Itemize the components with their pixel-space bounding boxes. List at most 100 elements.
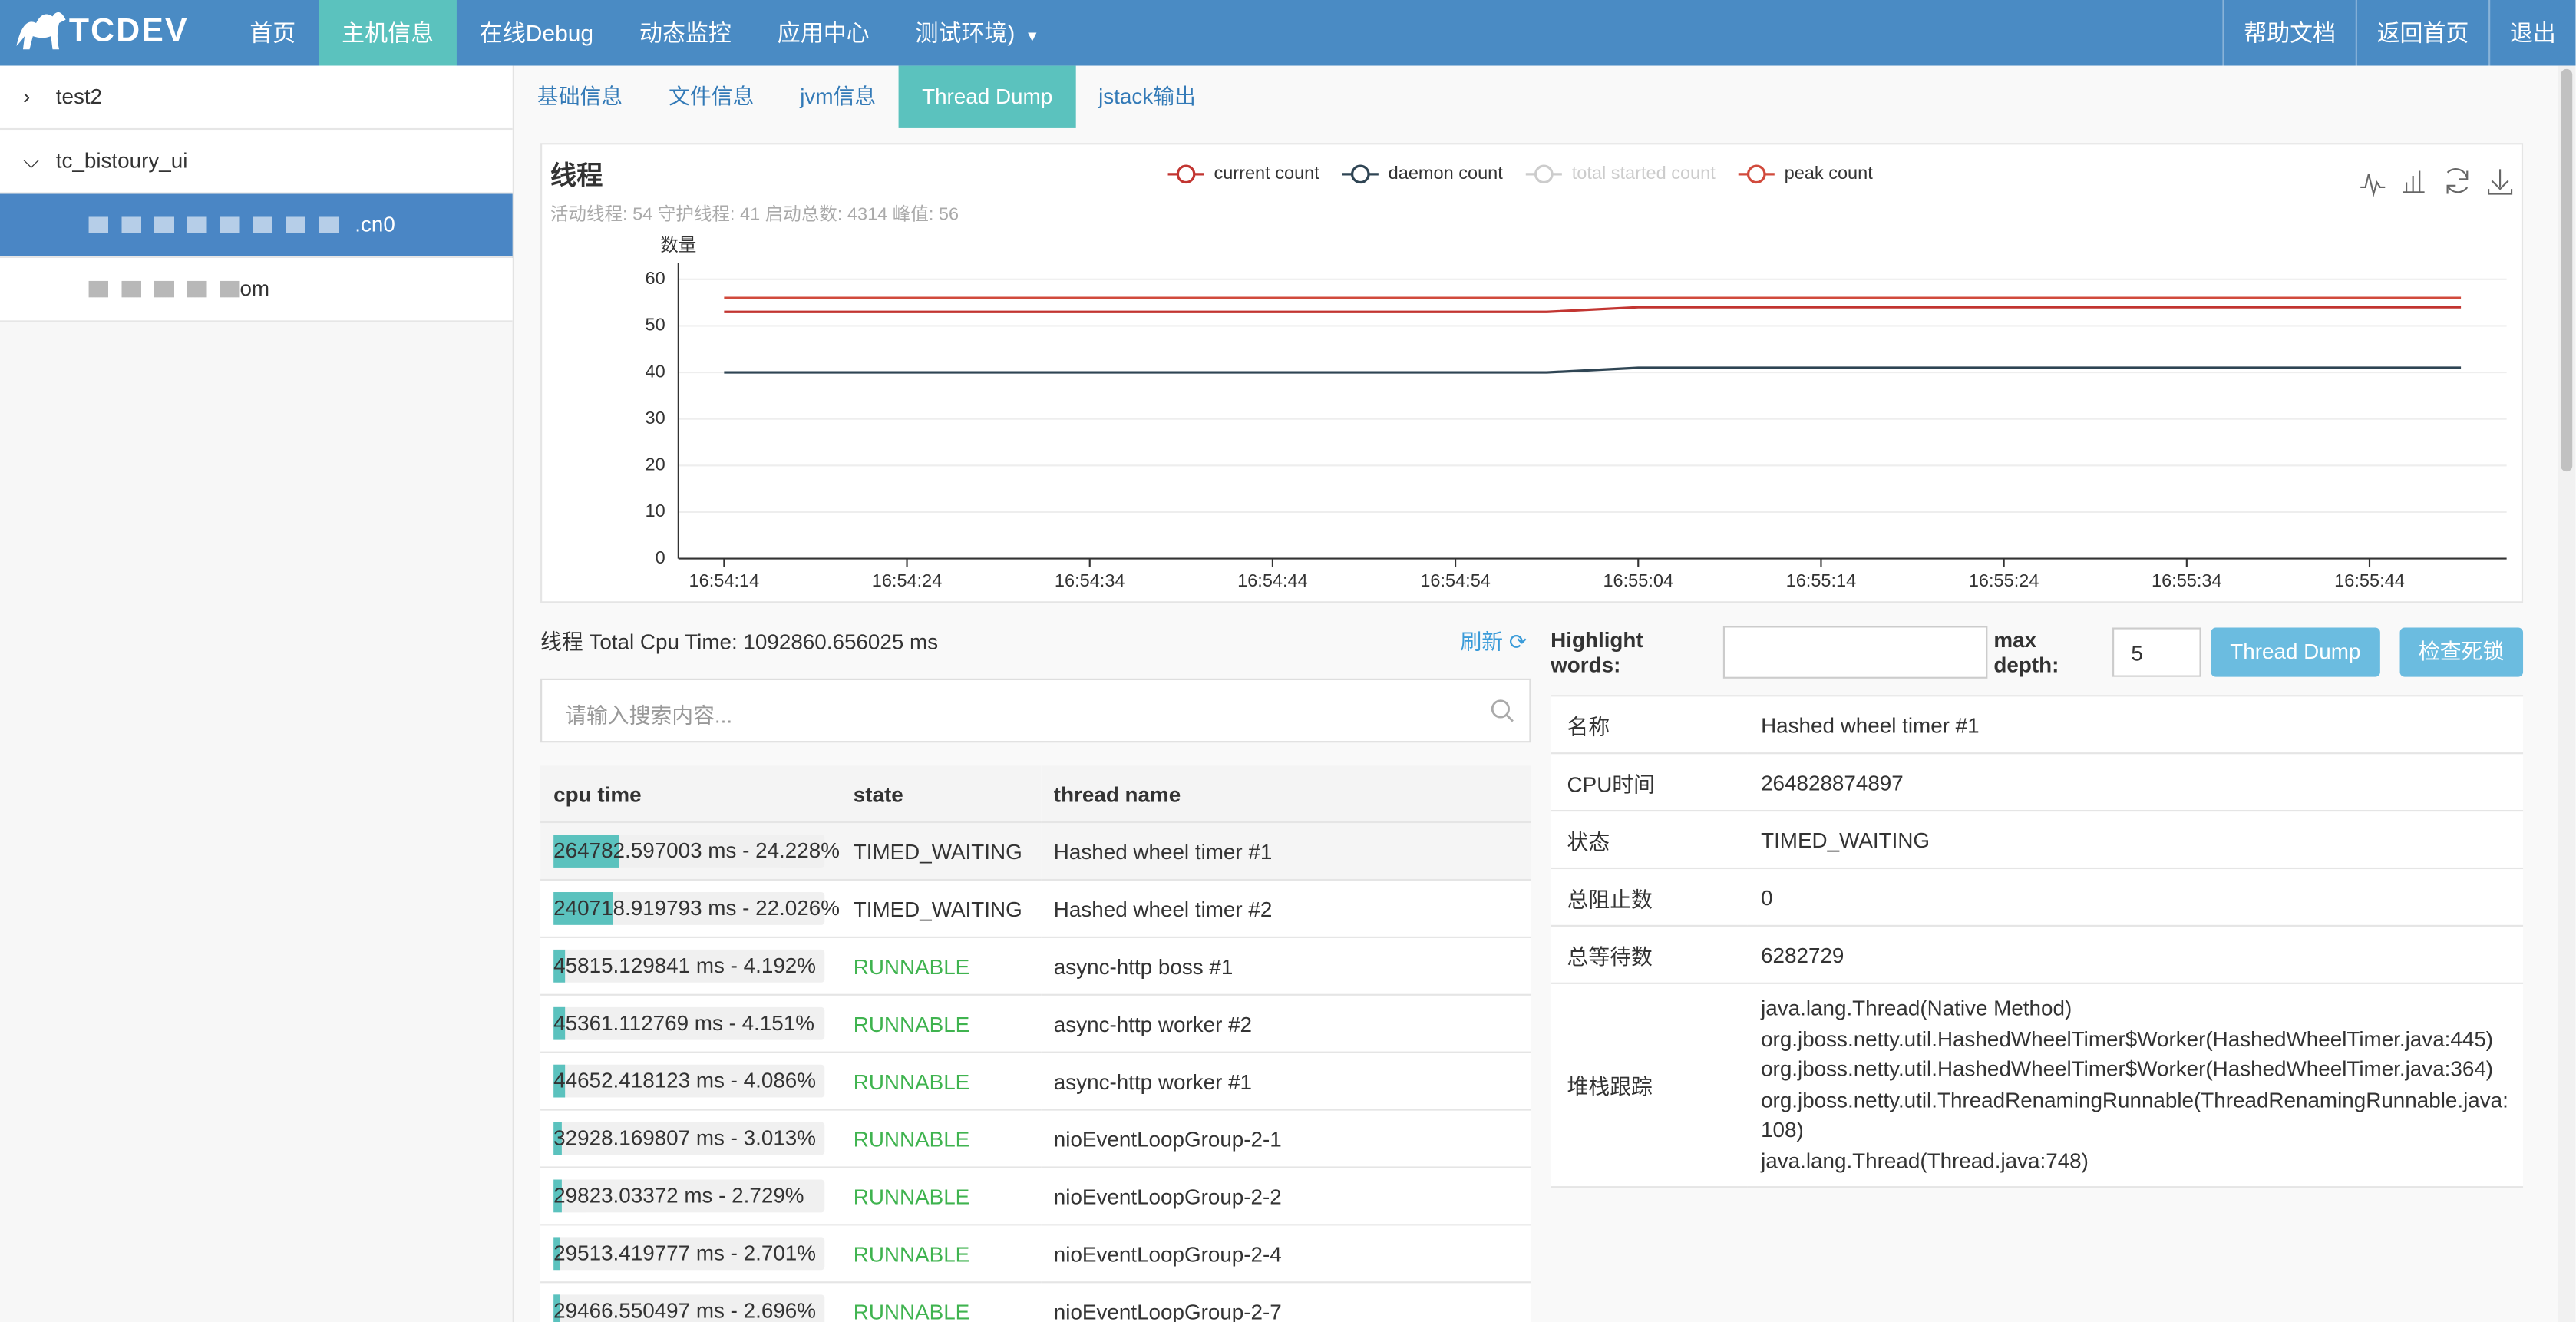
nav-item[interactable]: 首页 — [249, 19, 296, 46]
scrollbar — [2557, 65, 2576, 1322]
tab[interactable]: jstack输出 — [1098, 84, 1196, 109]
cpu-bar — [553, 949, 565, 983]
nav-link[interactable]: 帮助文档 — [2222, 0, 2355, 66]
thread-row[interactable]: 29466.550497 ms - 2.696% RUNNABLE nioEvent… — [540, 1282, 1531, 1322]
tab[interactable]: jvm信息 — [800, 84, 877, 109]
search-box[interactable]: 请输入搜索内容... — [540, 678, 1531, 743]
tabs: 基础信息 文件信息 jvm信息 Thread Dump jstack输出 — [514, 65, 1219, 128]
nav-item[interactable]: 测试环境) ▼ — [915, 19, 1040, 46]
tree-node[interactable]: .cn0 — [0, 193, 513, 258]
deadlock-button[interactable]: 检查死锁 — [2399, 627, 2524, 677]
legend-label[interactable]: peak count — [1785, 163, 1874, 183]
cpu-cell: 29823.03372 ms - 2.729% — [540, 1167, 841, 1226]
cpu-bar-track: 32928.169807 ms - 3.013% — [553, 1122, 825, 1155]
search-icon — [1491, 699, 1514, 722]
thread-row[interactable]: 264782.597003 ms - 24.228% TIMED_WAITING H… — [540, 822, 1531, 881]
stack-line: org.jboss.netty.util.HashedWheelTimer$Wo… — [1761, 1026, 2494, 1051]
detail-value: TIMED_WAITING — [1747, 811, 2524, 870]
nav-link[interactable]: 返回首页 — [2355, 0, 2488, 66]
refresh-button[interactable]: 刷新 ⟳ — [1460, 629, 1527, 654]
column-header[interactable]: thread name — [1040, 765, 1531, 824]
detail-label: 状态 — [1551, 811, 1748, 870]
tree-node[interactable]: om — [0, 257, 513, 322]
tool-restore[interactable] — [2446, 168, 2469, 194]
tool-line[interactable] — [2360, 174, 2386, 197]
y-tick-label: 0 — [656, 547, 665, 567]
highlight-input[interactable] — [1723, 626, 1987, 679]
x-tick-label: 16:54:24 — [872, 570, 943, 590]
stack-line: java.lang.Thread(Thread.java:748) — [1761, 1147, 2089, 1172]
tree-node[interactable]: › test2 — [0, 65, 513, 131]
nav-item[interactable]: 在线Debug — [479, 19, 594, 46]
column-header[interactable]: cpu time — [540, 765, 841, 824]
thread-row[interactable]: 29513.419777 ms - 2.701% RUNNABLE nioEvent… — [540, 1225, 1531, 1284]
cpu-bar — [553, 1179, 561, 1213]
sidebar-tree: › test2 ⌵ tc_bistoury_ui .cn0 om — [0, 65, 514, 1322]
legend-icon — [1350, 164, 1370, 184]
x-tick-label: 16:55:14 — [1786, 570, 1857, 590]
detail-row: 名称 Hashed wheel timer #1 — [1551, 696, 2524, 755]
name-cell: nioEventLoopGroup-2-1 — [1040, 1109, 1531, 1168]
depth-input[interactable]: 5 — [2112, 627, 2201, 677]
name-cell: Hashed wheel timer #1 — [1040, 822, 1531, 881]
refresh-label[interactable]: 刷新 — [1460, 629, 1504, 654]
name-cell: async-http worker #1 — [1040, 1052, 1531, 1111]
tab[interactable]: Thread Dump — [899, 65, 1076, 128]
legend-label[interactable]: daemon count — [1389, 163, 1504, 183]
scroll-thumb[interactable] — [2561, 68, 2573, 472]
state-cell: RUNNABLE — [840, 994, 1041, 1053]
state-cell: TIMED_WAITING — [840, 879, 1041, 938]
cpu-cell: 44652.418123 ms - 4.086% — [540, 1052, 841, 1111]
nav-item[interactable]: 动态监控 — [639, 19, 732, 46]
cpu-text: 29823.03372 ms - 2.729% — [553, 1182, 804, 1208]
nav-link[interactable]: 退出 — [2488, 0, 2575, 66]
nav-item[interactable]: 应用中心 — [777, 19, 870, 46]
x-tick-label: 16:54:34 — [1055, 570, 1125, 590]
cpu-cell: 45361.112769 ms - 4.151% — [540, 994, 841, 1053]
y-tick-label: 30 — [646, 408, 665, 428]
cpu-bar-track: 29466.550497 ms - 2.696% — [553, 1294, 825, 1322]
cpu-bar — [553, 1294, 561, 1322]
brand: TCDEV — [0, 0, 226, 66]
thread-row[interactable]: 44652.418123 ms - 4.086% RUNNABLE async-ht… — [540, 1052, 1531, 1111]
y-tick-label: 10 — [646, 501, 665, 521]
column-header[interactable]: state — [840, 765, 1041, 824]
tree-toggle: › — [22, 84, 31, 109]
series-line — [724, 306, 2462, 313]
y-tick-label: 60 — [646, 268, 665, 288]
masked-text — [88, 280, 240, 298]
y-tick-label: 50 — [646, 315, 665, 335]
detail-label: CPU时间 — [1551, 753, 1748, 812]
thread-row[interactable]: 45815.129841 ms - 4.192% RUNNABLE async-ht… — [540, 937, 1531, 996]
series-line — [724, 366, 2462, 374]
cpu-bar — [553, 892, 613, 925]
x-tick-label: 16:55:04 — [1603, 570, 1673, 590]
thread-dump-button[interactable]: Thread Dump — [2211, 627, 2380, 677]
detail-value: 6282729 — [1747, 925, 2524, 984]
tree-node[interactable]: ⌵ tc_bistoury_ui — [0, 130, 513, 194]
thread-row[interactable]: 29823.03372 ms - 2.729% RUNNABLE nioEventL… — [540, 1167, 1531, 1226]
cpu-text: 45815.129841 ms - 4.192% — [553, 953, 817, 978]
x-tick-label: 16:55:24 — [1969, 570, 2039, 590]
cpu-bar — [553, 1006, 565, 1040]
tool-bar[interactable] — [2403, 170, 2425, 193]
detail-value: Hashed wheel timer #1 — [1747, 696, 2524, 755]
legend-label[interactable]: total started count — [1572, 163, 1716, 183]
detail-value: 264828874897 — [1747, 753, 2524, 812]
tree-label: .cn0 — [355, 212, 395, 237]
tab[interactable]: 基础信息 — [537, 84, 623, 109]
cpu-cell: 32928.169807 ms - 3.013% — [540, 1109, 841, 1168]
thread-row[interactable]: 32928.169807 ms - 3.013% RUNNABLE nioEvent… — [540, 1109, 1531, 1168]
state-cell: RUNNABLE — [840, 937, 1041, 996]
nav-item[interactable]: 主机信息 — [319, 0, 457, 66]
thread-row[interactable]: 240718.919793 ms - 22.026% TIMED_WAITING H… — [540, 879, 1531, 938]
legend-label[interactable]: current count — [1214, 163, 1319, 183]
tool-save[interactable] — [2488, 169, 2513, 195]
thread-row[interactable]: 45361.112769 ms - 4.151% RUNNABLE async-ht… — [540, 994, 1531, 1053]
cpu-bar-track: 264782.597003 ms - 24.228% — [553, 835, 840, 868]
tab[interactable]: 文件信息 — [669, 84, 755, 109]
cpu-cell: 29513.419777 ms - 2.701% — [540, 1225, 841, 1284]
thread-table: cpu time state thread name 264782.597003 ms… — [540, 765, 1531, 1322]
nav-right: 帮助文档 返回首页 退出 — [2222, 0, 2575, 66]
